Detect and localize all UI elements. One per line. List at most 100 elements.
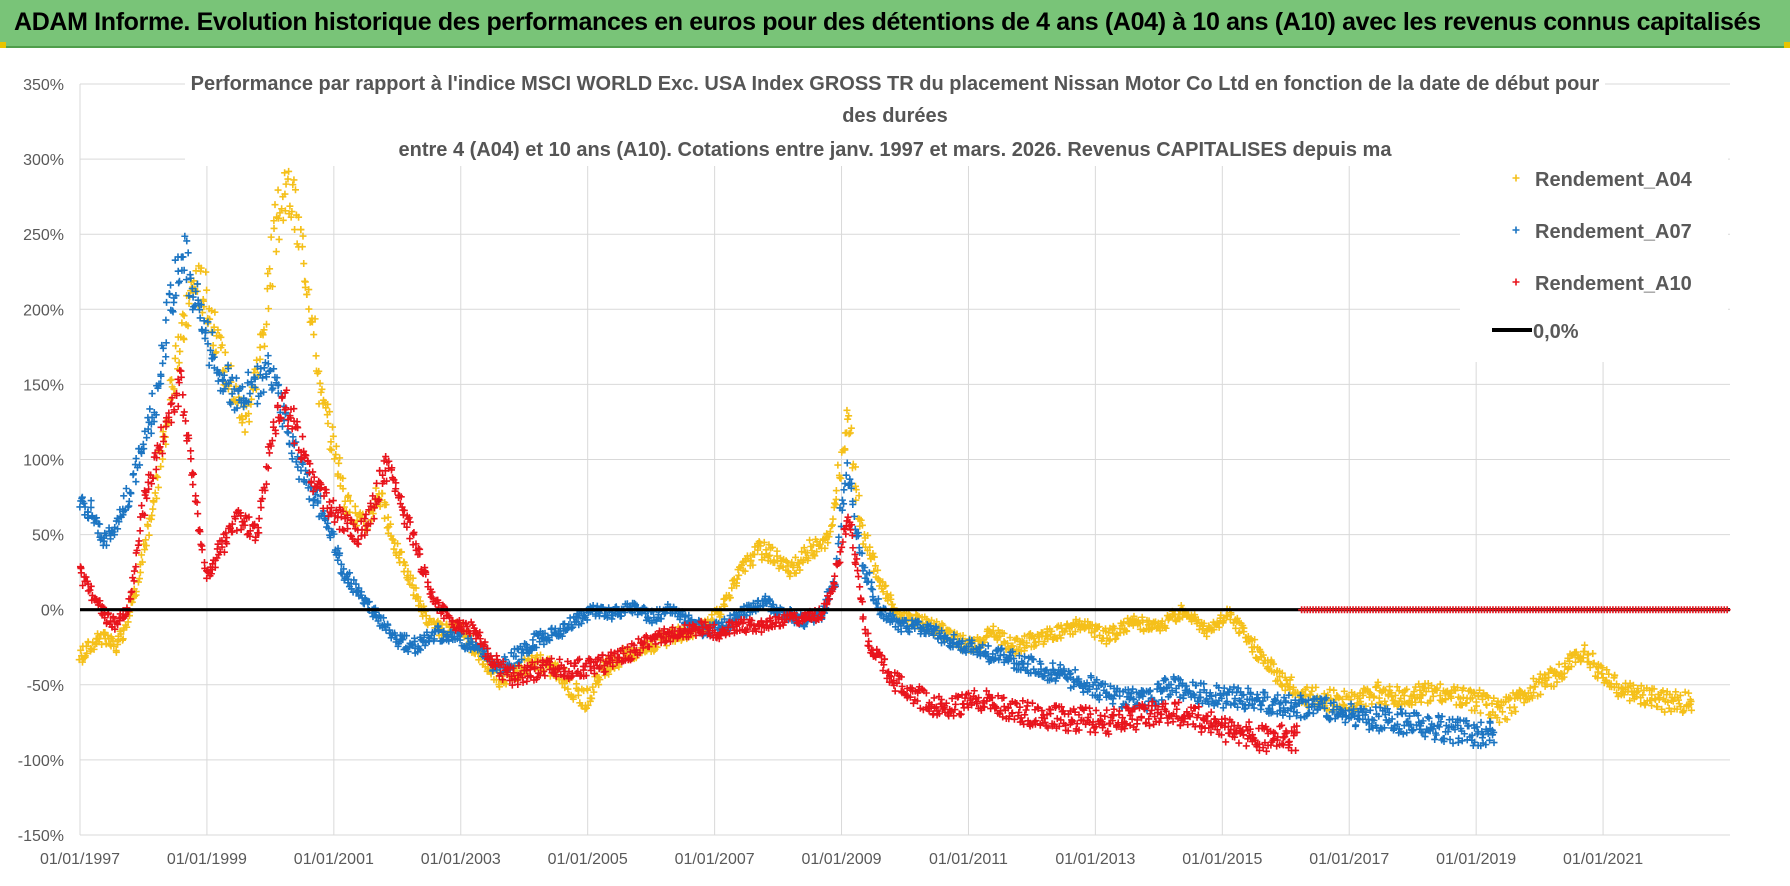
data-point: [1397, 705, 1405, 713]
data-point: [1241, 704, 1249, 712]
data-point: [1589, 650, 1597, 658]
data-point: [268, 282, 276, 290]
data-point: [347, 516, 355, 524]
data-point: [1127, 690, 1135, 698]
data-point: [394, 540, 402, 548]
data-point: [382, 501, 390, 509]
data-point: [1366, 706, 1374, 714]
data-point: [147, 429, 155, 437]
data-point: [149, 505, 157, 513]
data-point: [484, 664, 492, 672]
data-point: [618, 644, 626, 652]
data-point: [381, 514, 389, 522]
data-point: [424, 578, 432, 586]
data-point: [256, 343, 264, 351]
data-point: [1013, 699, 1021, 707]
data-point: [1177, 601, 1185, 609]
data-point: [202, 326, 210, 334]
data-point: [1281, 733, 1289, 741]
data-point: [878, 610, 886, 618]
data-point: [363, 526, 371, 534]
data-point: [881, 655, 889, 663]
data-point: [1152, 702, 1160, 710]
data-point: [979, 641, 987, 649]
data-point: [754, 546, 762, 554]
data-point: [1101, 712, 1109, 720]
data-point: [403, 632, 411, 640]
data-point: [187, 447, 195, 455]
data-point: [1634, 684, 1642, 692]
data-point: [1680, 707, 1688, 715]
data-point: [159, 428, 167, 436]
data-point: [1526, 684, 1534, 692]
data-point: [858, 598, 866, 606]
data-point: [1278, 669, 1286, 677]
data-point: [109, 528, 117, 536]
data-point: [760, 554, 768, 562]
x-tick-label: 01/01/2011: [929, 851, 1008, 868]
data-point: [590, 688, 598, 696]
data-point: [1016, 703, 1024, 711]
data-point: [1393, 720, 1401, 728]
data-point: [1119, 714, 1126, 722]
data-point: [155, 444, 163, 452]
data-point: [354, 535, 362, 543]
data-point: [1650, 685, 1658, 693]
data-point: [1297, 691, 1305, 699]
data-point: [1312, 683, 1320, 691]
data-point: [1528, 694, 1536, 702]
data-point: [1178, 681, 1186, 689]
data-point: [1304, 696, 1312, 704]
data-point: [1191, 704, 1199, 712]
data-point: [1385, 709, 1393, 717]
x-tick-label: 01/01/2017: [1309, 851, 1389, 868]
data-point: [130, 577, 138, 585]
data-point: [1458, 737, 1466, 745]
data-point: [1370, 692, 1378, 700]
data-point: [948, 694, 956, 702]
data-point: [123, 623, 131, 631]
data-point: [350, 520, 358, 528]
data-point: [1648, 702, 1656, 710]
data-point: [645, 643, 653, 651]
data-point: [939, 621, 947, 629]
data-point: [897, 673, 905, 681]
data-point: [351, 502, 359, 510]
data-point: [767, 616, 775, 624]
data-point: [327, 504, 335, 512]
data-point: [163, 298, 171, 306]
data-point: [1546, 665, 1554, 673]
data-point: [190, 470, 198, 478]
data-point: [1213, 726, 1221, 734]
data-point: [811, 552, 819, 560]
data-point: [182, 276, 190, 284]
data-point: [330, 530, 338, 538]
data-point: [150, 418, 158, 426]
data-point: [1093, 676, 1101, 684]
data-point: [1566, 657, 1574, 665]
data-point: [449, 616, 457, 624]
data-point: [1259, 651, 1267, 659]
data-point: [1246, 725, 1254, 733]
data-point: [143, 434, 151, 442]
data-point: [842, 530, 850, 538]
data-point: [255, 515, 263, 523]
legend-background: [1460, 150, 1728, 362]
data-point: [1322, 694, 1330, 702]
data-point: [346, 569, 354, 577]
y-tick-label: 100%: [23, 453, 64, 470]
data-point: [816, 540, 824, 548]
data-point: [519, 678, 527, 686]
data-point: [1075, 711, 1083, 719]
data-point: [79, 581, 87, 589]
data-point: [1171, 700, 1179, 708]
data-point: [1239, 731, 1247, 739]
data-point: [221, 348, 229, 356]
data-point: [1381, 697, 1389, 705]
data-point: [1419, 717, 1427, 725]
data-point: [906, 611, 914, 619]
data-point: [1355, 694, 1363, 702]
data-point: [1561, 659, 1569, 667]
data-point: [902, 616, 910, 624]
data-point: [1106, 682, 1114, 690]
